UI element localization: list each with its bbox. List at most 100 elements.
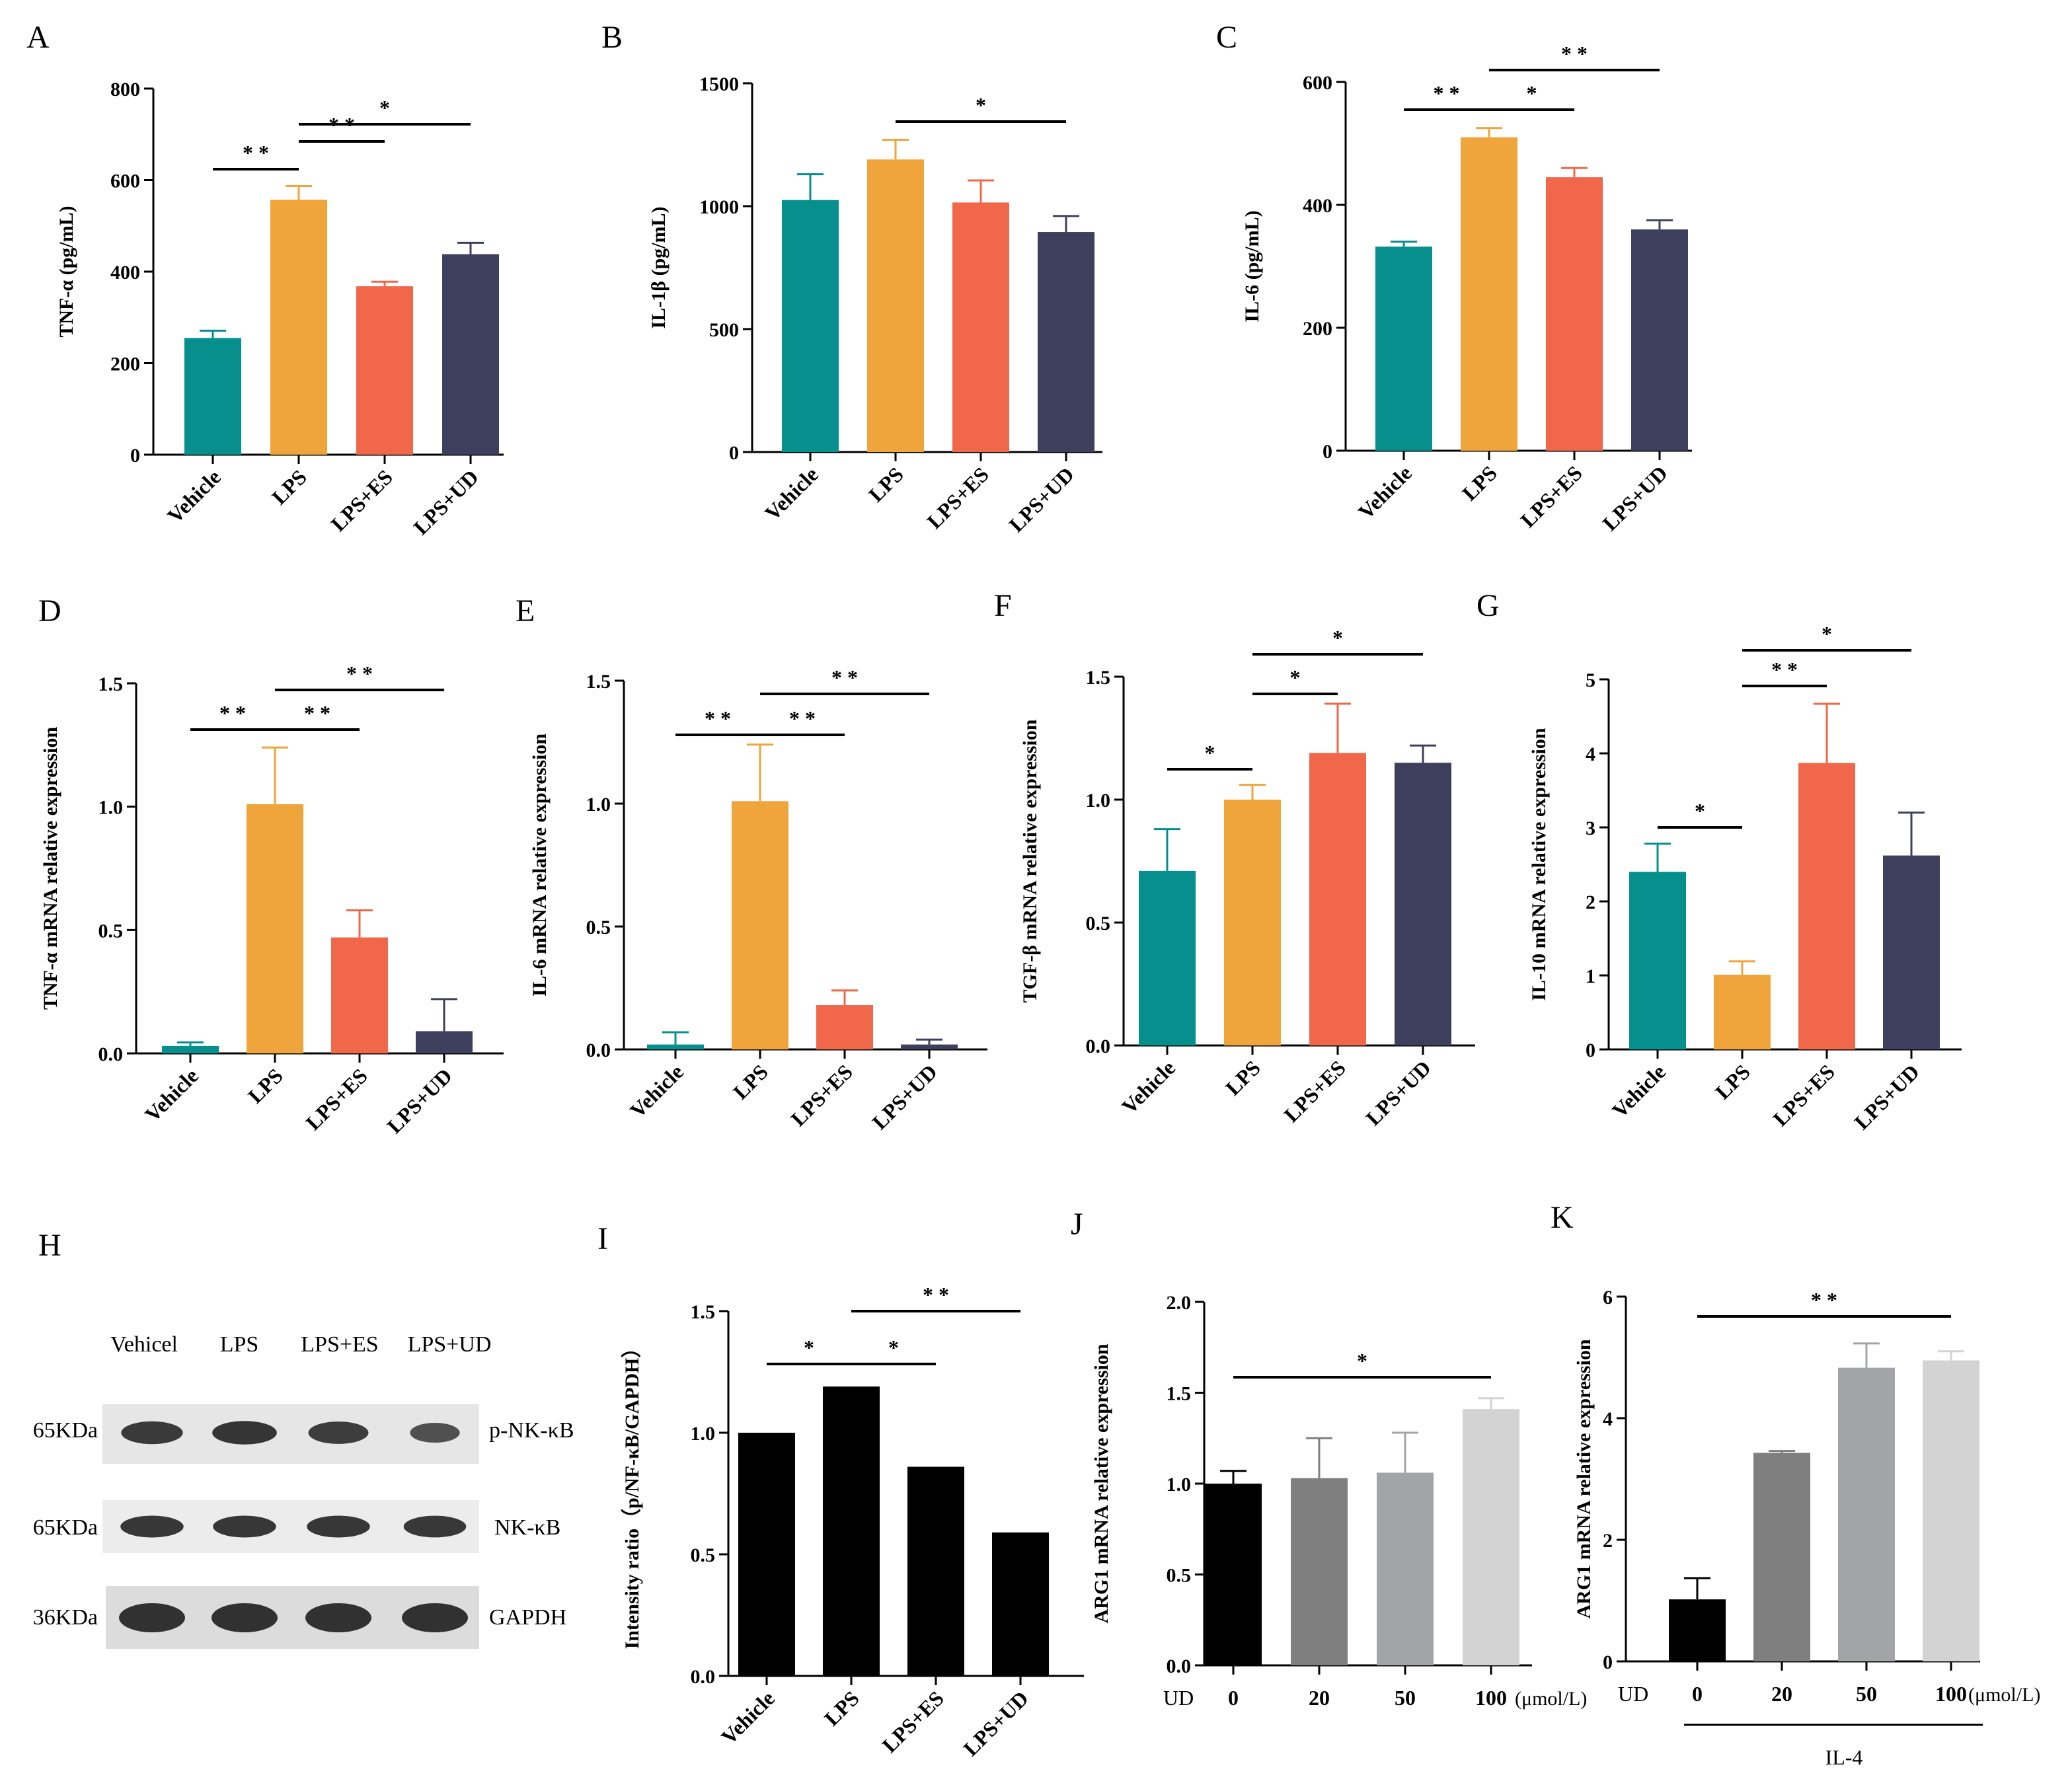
x-tick-label: Vehicle xyxy=(1117,1055,1180,1118)
x-group-label-K: IL-4 xyxy=(1825,1745,1863,1769)
significance-stars: * * xyxy=(705,706,731,730)
bar xyxy=(1753,1453,1810,1661)
blot-size-label: 65KDa xyxy=(33,1515,98,1540)
y-tick-label: 2.0 xyxy=(1167,1292,1192,1314)
significance-stars: * xyxy=(1695,799,1705,823)
ylabel-D: TNF-α mRNA relative expression xyxy=(40,727,61,1010)
bar xyxy=(738,1433,795,1676)
chart-B: 0 500 1000 1500 Vehicle LPS LPS+ES LPS+UD * xyxy=(699,73,1102,537)
x-tick-label: LPS+UD xyxy=(867,1059,942,1134)
blot-protein-label: GAPDH xyxy=(489,1605,566,1630)
panel-G: G IL-10 mRNA relative expression xyxy=(1477,588,1550,1001)
x-tick-label: Vehicle xyxy=(716,1686,779,1749)
x-tick-label: LPS xyxy=(1710,1059,1755,1104)
x-tick-label: LPS xyxy=(243,1063,288,1108)
bar xyxy=(1838,1367,1895,1661)
x-tick-label: LPS+UD xyxy=(408,465,483,539)
y-tick-label: 0 xyxy=(1603,1651,1613,1673)
bar xyxy=(1205,1484,1262,1665)
y-tick-label: 0.0 xyxy=(586,1040,611,1061)
x-tick-label: Vehicle xyxy=(140,1063,203,1126)
panel-B: B IL-1β (pg/mL) xyxy=(601,20,670,328)
bar xyxy=(867,159,924,452)
bar xyxy=(816,1005,873,1049)
panel-label-K: K xyxy=(1551,1200,1574,1235)
y-tick-label: 1.0 xyxy=(98,797,124,819)
bar xyxy=(184,338,241,455)
x-tick-label: Vehicle xyxy=(163,465,225,527)
bar xyxy=(823,1386,880,1676)
blot-band xyxy=(212,1421,277,1445)
ylabel-A: TNF-α (pg/mL) xyxy=(56,206,77,337)
blot-band xyxy=(213,1515,276,1538)
chart-C: 0 200 400 600 Vehicle LPS LPS+ES LPS+UD * * * * * xyxy=(1303,42,1692,535)
y-tick-label: 600 xyxy=(1303,72,1332,94)
blot-protein-label: p-NK-κB xyxy=(489,1418,574,1443)
bar xyxy=(270,200,327,455)
panel-label-D: D xyxy=(38,593,61,628)
bar xyxy=(1629,872,1686,1049)
y-tick-label: 6 xyxy=(1603,1287,1613,1308)
blot-lane-label: LPS xyxy=(220,1332,259,1357)
y-tick-label: 800 xyxy=(110,79,140,100)
y-tick-label: 1.0 xyxy=(586,794,611,815)
y-tick-label: 3 xyxy=(1586,817,1595,839)
x-tick-label: LPS+UD xyxy=(382,1063,457,1138)
bar xyxy=(1883,855,1940,1049)
y-tick-label: 0.5 xyxy=(691,1544,716,1566)
blot-band xyxy=(211,1603,278,1632)
y-tick-label: 0.5 xyxy=(1086,913,1111,934)
bar xyxy=(1309,753,1366,1045)
x-tick-label: Vehicle xyxy=(1354,461,1416,523)
significance-stars: * * xyxy=(923,1283,949,1307)
bar xyxy=(647,1044,704,1049)
y-tick-label: 0.0 xyxy=(98,1043,124,1065)
panel-label-A: A xyxy=(26,20,50,55)
y-tick-label: 1.5 xyxy=(691,1301,716,1323)
bar xyxy=(442,254,499,455)
blot-lane-label: LPS+ES xyxy=(301,1332,378,1357)
blot-band xyxy=(120,1515,184,1538)
bar xyxy=(331,937,388,1053)
y-tick-label: 0 xyxy=(1586,1040,1595,1061)
significance-stars: * * xyxy=(1434,81,1460,105)
x-tick-label: 20 xyxy=(1309,1686,1330,1710)
significance-stars: * xyxy=(1205,741,1215,765)
x-tick-label: Vehicle xyxy=(625,1059,688,1122)
bar xyxy=(782,200,839,452)
panel-C: C IL-6 (pg/mL) xyxy=(1216,20,1263,322)
blot-band xyxy=(121,1421,183,1445)
ylabel-J: ARG1 mRNA relative expression xyxy=(1091,1344,1112,1623)
significance-stars: * * xyxy=(346,662,373,685)
panel-label-C: C xyxy=(1216,20,1237,55)
bar xyxy=(1923,1360,1979,1661)
panel-label-I: I xyxy=(597,1221,608,1256)
panel-label-H: H xyxy=(38,1228,61,1263)
x-tick-label: 0 xyxy=(1228,1686,1239,1710)
x-tick-label: LPS xyxy=(1221,1055,1265,1100)
y-tick-label: 0 xyxy=(130,445,140,467)
y-tick-label: 0.0 xyxy=(691,1666,716,1688)
x-tick-label: 20 xyxy=(1771,1682,1792,1706)
ylabel-G: IL-10 mRNA relative expression xyxy=(1528,728,1550,1001)
bar xyxy=(1224,800,1281,1045)
panel-D: D TNF-α mRNA relative expression xyxy=(38,593,61,1010)
y-tick-label: 1.5 xyxy=(98,673,124,695)
bar xyxy=(732,801,788,1049)
bar xyxy=(901,1044,958,1049)
y-tick-label: 5 xyxy=(1586,669,1595,691)
x-tick-label: Vehicle xyxy=(1607,1059,1670,1122)
bar xyxy=(1463,1409,1519,1665)
bar xyxy=(162,1045,219,1053)
x-tick-label: LPS+UD xyxy=(1849,1059,1924,1134)
x-tick-label: LPS+ES xyxy=(326,465,397,536)
x-tick-label: 0 xyxy=(1692,1682,1703,1706)
y-tick-label: 2 xyxy=(1603,1530,1613,1552)
y-tick-label: 1.0 xyxy=(1086,790,1111,812)
bar xyxy=(1631,229,1688,451)
blot-band xyxy=(307,1515,370,1538)
bar xyxy=(1798,763,1855,1049)
blot-protein-label: NK-κB xyxy=(494,1515,560,1540)
significance-stars: * * xyxy=(1811,1288,1837,1312)
